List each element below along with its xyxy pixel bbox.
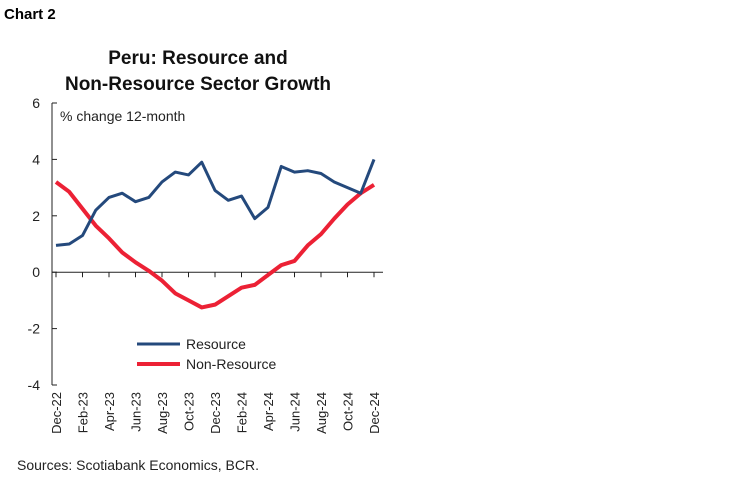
source-note: Sources: Scotiabank Economics, BCR. <box>17 457 259 473</box>
x-tick-label: Feb-23 <box>76 392 91 433</box>
legend-label: Non-Resource <box>186 356 276 372</box>
x-tick-label: Aug-24 <box>314 392 329 434</box>
y-tick-label: -4 <box>28 377 41 393</box>
y-axis-label: % change 12-month <box>60 108 185 124</box>
chart-title-line-2: Non-Resource Sector Growth <box>65 74 331 95</box>
x-tick-label: Jun-24 <box>288 392 303 432</box>
chart-label: Chart 2 <box>4 6 56 23</box>
x-tick-label: Dec-24 <box>367 392 382 434</box>
y-tick-label: 2 <box>32 208 40 224</box>
x-tick-label: Feb-24 <box>235 392 250 433</box>
x-tick-label: Dec-23 <box>208 392 223 434</box>
chart-title-line-1: Peru: Resource and <box>108 48 288 69</box>
y-tick-label: -2 <box>28 321 41 337</box>
y-tick-label: 6 <box>32 95 40 111</box>
x-tick-label: Oct-23 <box>182 392 197 431</box>
y-tick-label: 0 <box>32 264 40 280</box>
x-tick-label: Apr-24 <box>261 392 276 431</box>
x-tick-label: Aug-23 <box>155 392 170 434</box>
x-tick-label: Apr-23 <box>102 392 117 431</box>
y-tick-label: 4 <box>32 151 40 167</box>
x-tick-label: Dec-22 <box>49 392 64 434</box>
x-tick-label: Oct-24 <box>341 392 356 431</box>
legend-label: Resource <box>186 336 246 352</box>
x-tick-label: Jun-23 <box>129 392 144 432</box>
